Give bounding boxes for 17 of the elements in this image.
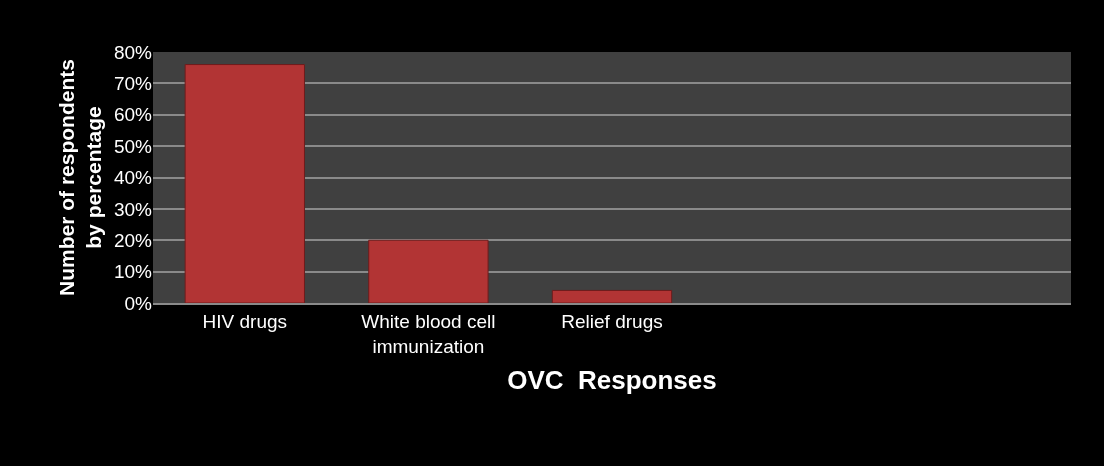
y-tick-label: 40% — [113, 167, 153, 189]
bar — [368, 239, 489, 303]
y-tick-label: 20% — [113, 229, 153, 251]
x-axis-title: OVC Responses — [507, 364, 717, 395]
y-tick-label: 80% — [113, 41, 153, 63]
y-tick-label: 50% — [113, 135, 153, 157]
y-tick-label: 10% — [113, 261, 153, 283]
y-axis-title: Number of respondents by percentage — [54, 59, 106, 296]
y-tick-label: 0% — [124, 292, 153, 314]
bar — [551, 289, 673, 303]
bar — [184, 64, 305, 303]
y-tick-label: 70% — [113, 73, 153, 95]
x-tick-label: White blood cell immunization — [361, 310, 496, 357]
y-tick-label: 60% — [113, 104, 153, 126]
y-tick-label: 30% — [113, 198, 153, 220]
x-tick-label: HIV drugs — [202, 310, 288, 332]
x-tick-label: Relief drugs — [561, 310, 663, 332]
